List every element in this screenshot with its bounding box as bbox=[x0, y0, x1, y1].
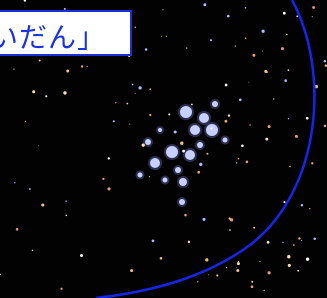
star-image: いだん」 bbox=[0, 0, 327, 298]
label-text: いだん」 bbox=[0, 16, 106, 56]
label-box: いだん」 bbox=[0, 10, 132, 56]
